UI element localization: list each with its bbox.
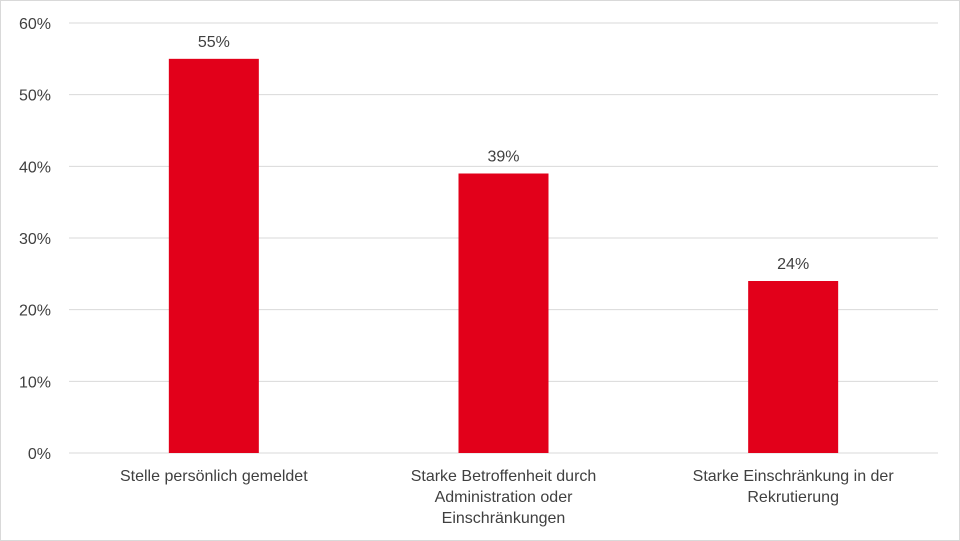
y-tick-label: 10% [19, 374, 51, 391]
category-label-line: Starke Betroffenheit durch [411, 468, 597, 485]
category-label: Stelle persönlich gemeldet [120, 468, 308, 485]
y-tick-label: 60% [19, 16, 51, 33]
y-tick-label: 50% [19, 88, 51, 105]
bar [168, 58, 259, 453]
bar [748, 281, 839, 453]
data-label: 39% [487, 149, 519, 166]
y-axis-ticks: 0% 10% 20% 30% 40% 50% 60% [19, 16, 51, 463]
y-tick-label: 0% [28, 446, 51, 463]
data-label: 24% [777, 256, 809, 273]
y-tick-label: 30% [19, 231, 51, 248]
data-label: 55% [198, 34, 230, 51]
bar [458, 173, 549, 453]
category-label: Starke Einschränkung in der Rekrutierung [693, 468, 895, 506]
bars [168, 58, 839, 453]
category-label-line: Rekrutierung [747, 489, 839, 506]
y-tick-label: 40% [19, 159, 51, 176]
data-labels: 55% 39% 24% [198, 34, 809, 273]
category-label-line: Administration oder [435, 489, 574, 506]
category-label: Starke Betroffenheit durch Administration… [411, 468, 597, 527]
category-label-line: Starke Einschränkung in der [693, 468, 895, 485]
category-label-line: Stelle persönlich gemeldet [120, 468, 308, 485]
category-label-line: Einschränkungen [442, 510, 566, 527]
y-tick-label: 20% [19, 303, 51, 320]
x-axis-categories: Stelle persönlich gemeldet Starke Betroff… [120, 468, 894, 527]
